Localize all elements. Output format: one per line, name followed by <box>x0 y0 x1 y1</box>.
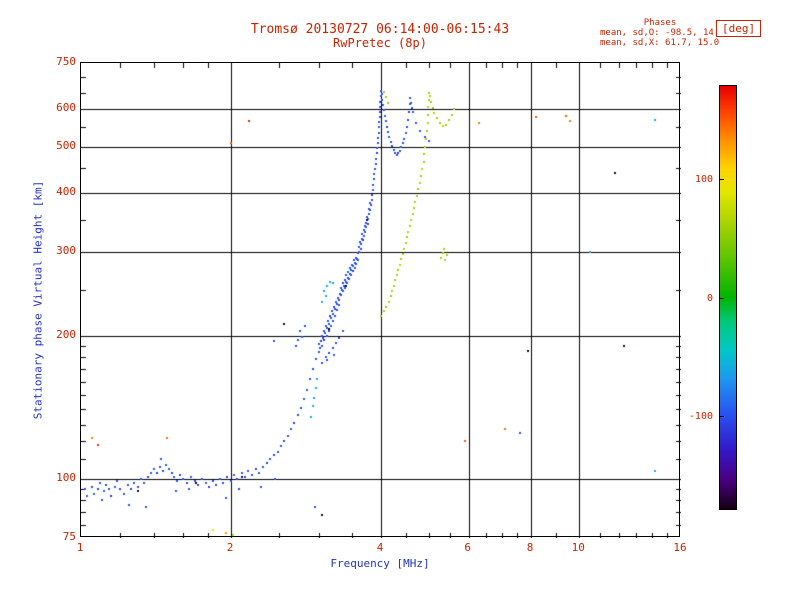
x-tick-label: 8 <box>526 541 534 554</box>
phases-x-stats: mean, sd,X: 61.7, 15.0 <box>600 38 720 48</box>
y-tick-label: 100 <box>56 470 76 484</box>
y-tick-label: 500 <box>56 138 76 152</box>
phases-annotation: Phases mean, sd,O: -98.5, 14.6 mean, sd,… <box>600 18 770 48</box>
x-tick-label: 6 <box>464 541 472 554</box>
y-axis-title: Stationary phase Virtual Height [km] <box>31 180 45 420</box>
x-axis-title: Frequency [MHz] <box>330 557 430 570</box>
colorbar-unit-label: [deg] <box>716 20 762 37</box>
phases-o-stats: mean, sd,O: -98.5, 14.6 <box>600 28 725 38</box>
colorbar-tick-mark <box>719 298 724 299</box>
x-tick-label: 10 <box>571 541 585 554</box>
colorbar-tick-label: 100 <box>694 174 713 186</box>
y-tick-label: 300 <box>56 244 76 258</box>
y-tick-label: 400 <box>56 184 76 198</box>
y-tick-label: 750 <box>56 55 76 68</box>
x-tick-label: 2 <box>226 541 234 554</box>
colorbar-tick-mark <box>719 416 724 417</box>
x-tick-label: 1 <box>76 541 84 554</box>
y-tick-label: 600 <box>56 101 76 115</box>
colorbar-tick-mark <box>719 179 724 180</box>
colorbar-tick-label: 0 <box>706 292 713 304</box>
chart-subtitle: RwPretec (8p) <box>333 36 427 50</box>
plot-area <box>80 62 681 538</box>
y-tick-label: 75 <box>62 530 76 543</box>
x-tick-label: 16 <box>673 541 687 554</box>
chart-title: Tromsø 20130727 06:14:00-06:15:43 <box>250 22 510 37</box>
colorbar-tick-label: -100 <box>688 410 713 422</box>
x-tick-label: 4 <box>376 541 384 554</box>
phases-label: Phases <box>643 18 677 28</box>
y-tick-label: 200 <box>56 327 76 341</box>
colorbar <box>719 85 737 510</box>
scatter-canvas <box>81 63 681 538</box>
